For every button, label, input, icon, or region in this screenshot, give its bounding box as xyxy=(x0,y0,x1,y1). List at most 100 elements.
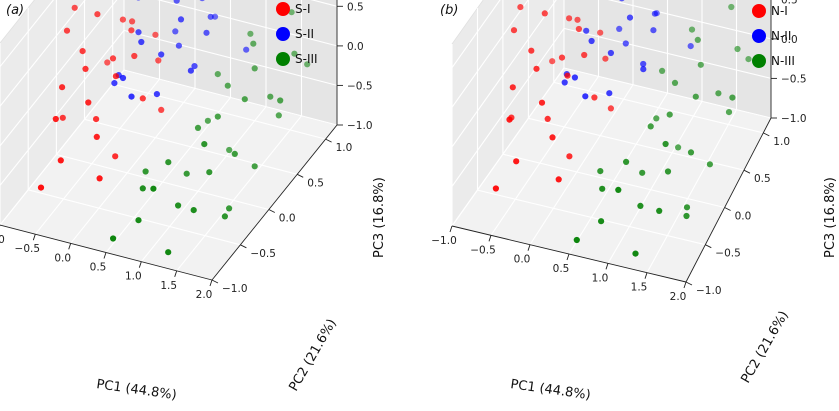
point-s-ii xyxy=(158,51,165,58)
point-n-iii xyxy=(656,207,663,214)
y-tick-mark xyxy=(724,207,731,211)
legend-label-n-iii: N-III xyxy=(771,54,795,68)
y-tick-mark xyxy=(743,169,751,174)
point-s-ii xyxy=(191,63,198,70)
point-n-iii xyxy=(599,185,606,192)
x-tick-label: −1.0 xyxy=(0,234,5,246)
point-n-iii xyxy=(715,90,722,97)
point-n-iii xyxy=(662,140,669,148)
z-grid-back xyxy=(157,0,338,47)
y-tick-label: −0.5 xyxy=(715,248,741,260)
point-s-iii xyxy=(251,163,258,170)
x-tick-mark xyxy=(138,261,142,268)
point-s-i xyxy=(63,27,71,34)
point-s-ii xyxy=(111,80,118,87)
point-s-i xyxy=(128,27,135,34)
point-n-iii xyxy=(597,168,604,175)
panel-a: (a) −1.0 −0.5 0.0 0.5 1.0 1.5 2.0 −1.0 −0.5 0.0 0.… xyxy=(0,0,387,403)
point-n-i xyxy=(591,94,598,101)
x-tick-mark xyxy=(103,252,107,259)
point-s-ii xyxy=(153,91,160,98)
z-grid-back xyxy=(563,67,772,119)
z-grid-left xyxy=(0,0,118,147)
point-s-i xyxy=(82,65,89,72)
point-s-iii xyxy=(247,30,254,37)
point-s-iii xyxy=(304,61,311,68)
y-grid-floor xyxy=(477,189,706,246)
point-n-i xyxy=(549,134,556,141)
point-n-i xyxy=(566,153,573,160)
panel-a-label: (a) xyxy=(6,3,24,18)
x-tick-label: 0.0 xyxy=(54,252,71,264)
point-n-ii xyxy=(582,93,589,100)
point-n-iii xyxy=(659,67,666,74)
y-axis-line xyxy=(685,117,772,283)
z-grid-left xyxy=(0,69,125,226)
point-s-iii xyxy=(291,50,298,57)
x-tick-label: 0.0 xyxy=(514,254,531,266)
point-n-iii xyxy=(623,158,630,165)
point-s-iii xyxy=(110,235,117,242)
point-s-i xyxy=(104,59,111,66)
point-n-i xyxy=(513,158,520,165)
x-grid-floor xyxy=(176,115,302,272)
x-tick-mark xyxy=(605,263,609,270)
x-grid-floor xyxy=(70,87,196,244)
z-tick-label: 0.0 xyxy=(781,34,798,46)
point-n-ii xyxy=(606,90,613,97)
point-s-iii xyxy=(224,82,231,89)
point-n-i xyxy=(544,115,551,122)
point-s-ii xyxy=(177,16,185,23)
y-grid-floor xyxy=(56,153,269,211)
x-tick-label: 0.5 xyxy=(553,263,570,275)
point-n-ii xyxy=(561,79,568,86)
point-s-ii xyxy=(135,29,142,36)
point-n-iii xyxy=(683,212,690,220)
panel-b-xlabel: PC1 (44.8%) xyxy=(509,377,591,403)
point-s-iii xyxy=(165,249,172,256)
point-s-ii xyxy=(172,28,179,35)
point-s-iii xyxy=(190,207,197,214)
x-tick-mark xyxy=(32,234,36,241)
z-grid-back xyxy=(123,69,338,126)
point-s-i xyxy=(96,175,103,182)
x-tick-mark xyxy=(68,243,72,250)
point-n-i xyxy=(575,25,583,33)
point-s-ii xyxy=(187,67,194,74)
point-s-ii xyxy=(203,29,210,36)
point-s-iii xyxy=(275,112,282,119)
y-grid-floor xyxy=(84,118,298,175)
point-s-ii xyxy=(211,13,219,20)
point-n-iii xyxy=(653,115,660,122)
y-tick-label: −1.0 xyxy=(222,283,248,295)
legend-label-s-ii: S-II xyxy=(295,27,314,41)
point-n-i xyxy=(506,116,513,123)
point-s-i xyxy=(57,157,64,164)
point-n-ii xyxy=(651,10,659,17)
panel-b-legend: N-I N-II N-III xyxy=(752,4,795,68)
point-n-i xyxy=(509,84,516,91)
y-tick-label: 0.5 xyxy=(307,177,324,189)
z-tick-label: 0.0 xyxy=(347,41,364,53)
point-s-i xyxy=(79,48,86,55)
point-n-i xyxy=(564,72,571,79)
y-tick-mark xyxy=(705,244,712,249)
x-tick-label: 1.5 xyxy=(160,280,177,292)
y-tick-label: 0.5 xyxy=(754,173,771,185)
z-grid-left xyxy=(451,0,501,69)
point-n-i xyxy=(517,4,524,11)
legend-swatch-n-i xyxy=(752,4,766,18)
z-grid-left xyxy=(0,30,125,186)
point-n-i xyxy=(510,27,518,34)
x-tick-label: 1.0 xyxy=(125,271,142,283)
point-s-i xyxy=(152,31,159,38)
panel-a-legend: S-I S-II S-III xyxy=(276,2,318,66)
point-s-i xyxy=(93,116,100,123)
z-grid-back xyxy=(563,27,772,79)
point-n-ii xyxy=(640,66,647,73)
point-n-ii xyxy=(616,25,623,32)
point-s-iii xyxy=(142,168,149,175)
point-s-ii xyxy=(128,93,135,100)
z-tick-label: −0.5 xyxy=(347,80,373,92)
y-tick-mark xyxy=(763,132,770,137)
